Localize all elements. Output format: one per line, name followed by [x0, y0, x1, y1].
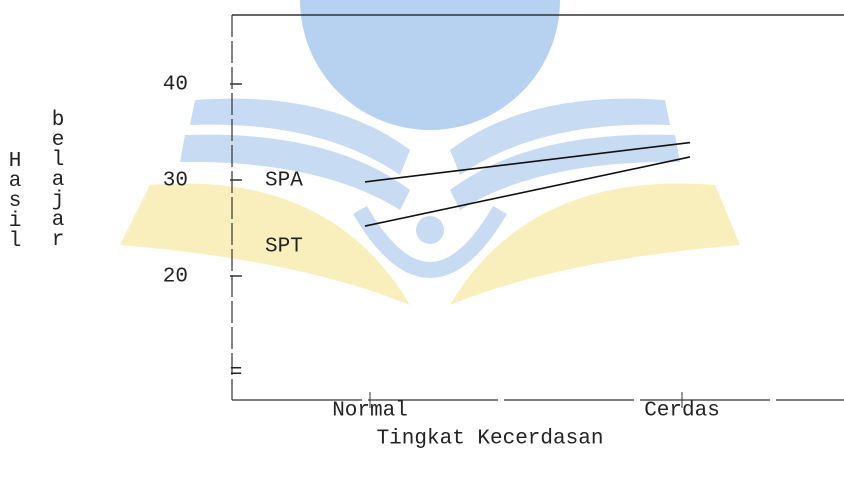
chart: = Tingkat Kecerdasan Hasil belajar 20 30 4… — [0, 0, 844, 478]
x-tick-label: Normal — [332, 400, 408, 423]
axis-break: = — [230, 362, 243, 385]
series-label: SPT — [265, 236, 303, 259]
x-tick-label: Cerdas — [644, 400, 720, 423]
x-axis-label: Tingkat Kecerdasan — [377, 428, 604, 451]
watermark-shape — [300, 0, 560, 130]
watermark-shape — [416, 216, 444, 244]
y-tick-label: 40 — [163, 74, 188, 97]
watermark-shape — [450, 184, 740, 306]
page: = Tingkat Kecerdasan Hasil belajar 20 30 4… — [0, 0, 844, 478]
series-label: SPA — [265, 169, 303, 192]
y-tick-label: 30 — [163, 170, 188, 193]
y-tick-label: 20 — [163, 266, 188, 289]
watermark — [120, 0, 740, 305]
